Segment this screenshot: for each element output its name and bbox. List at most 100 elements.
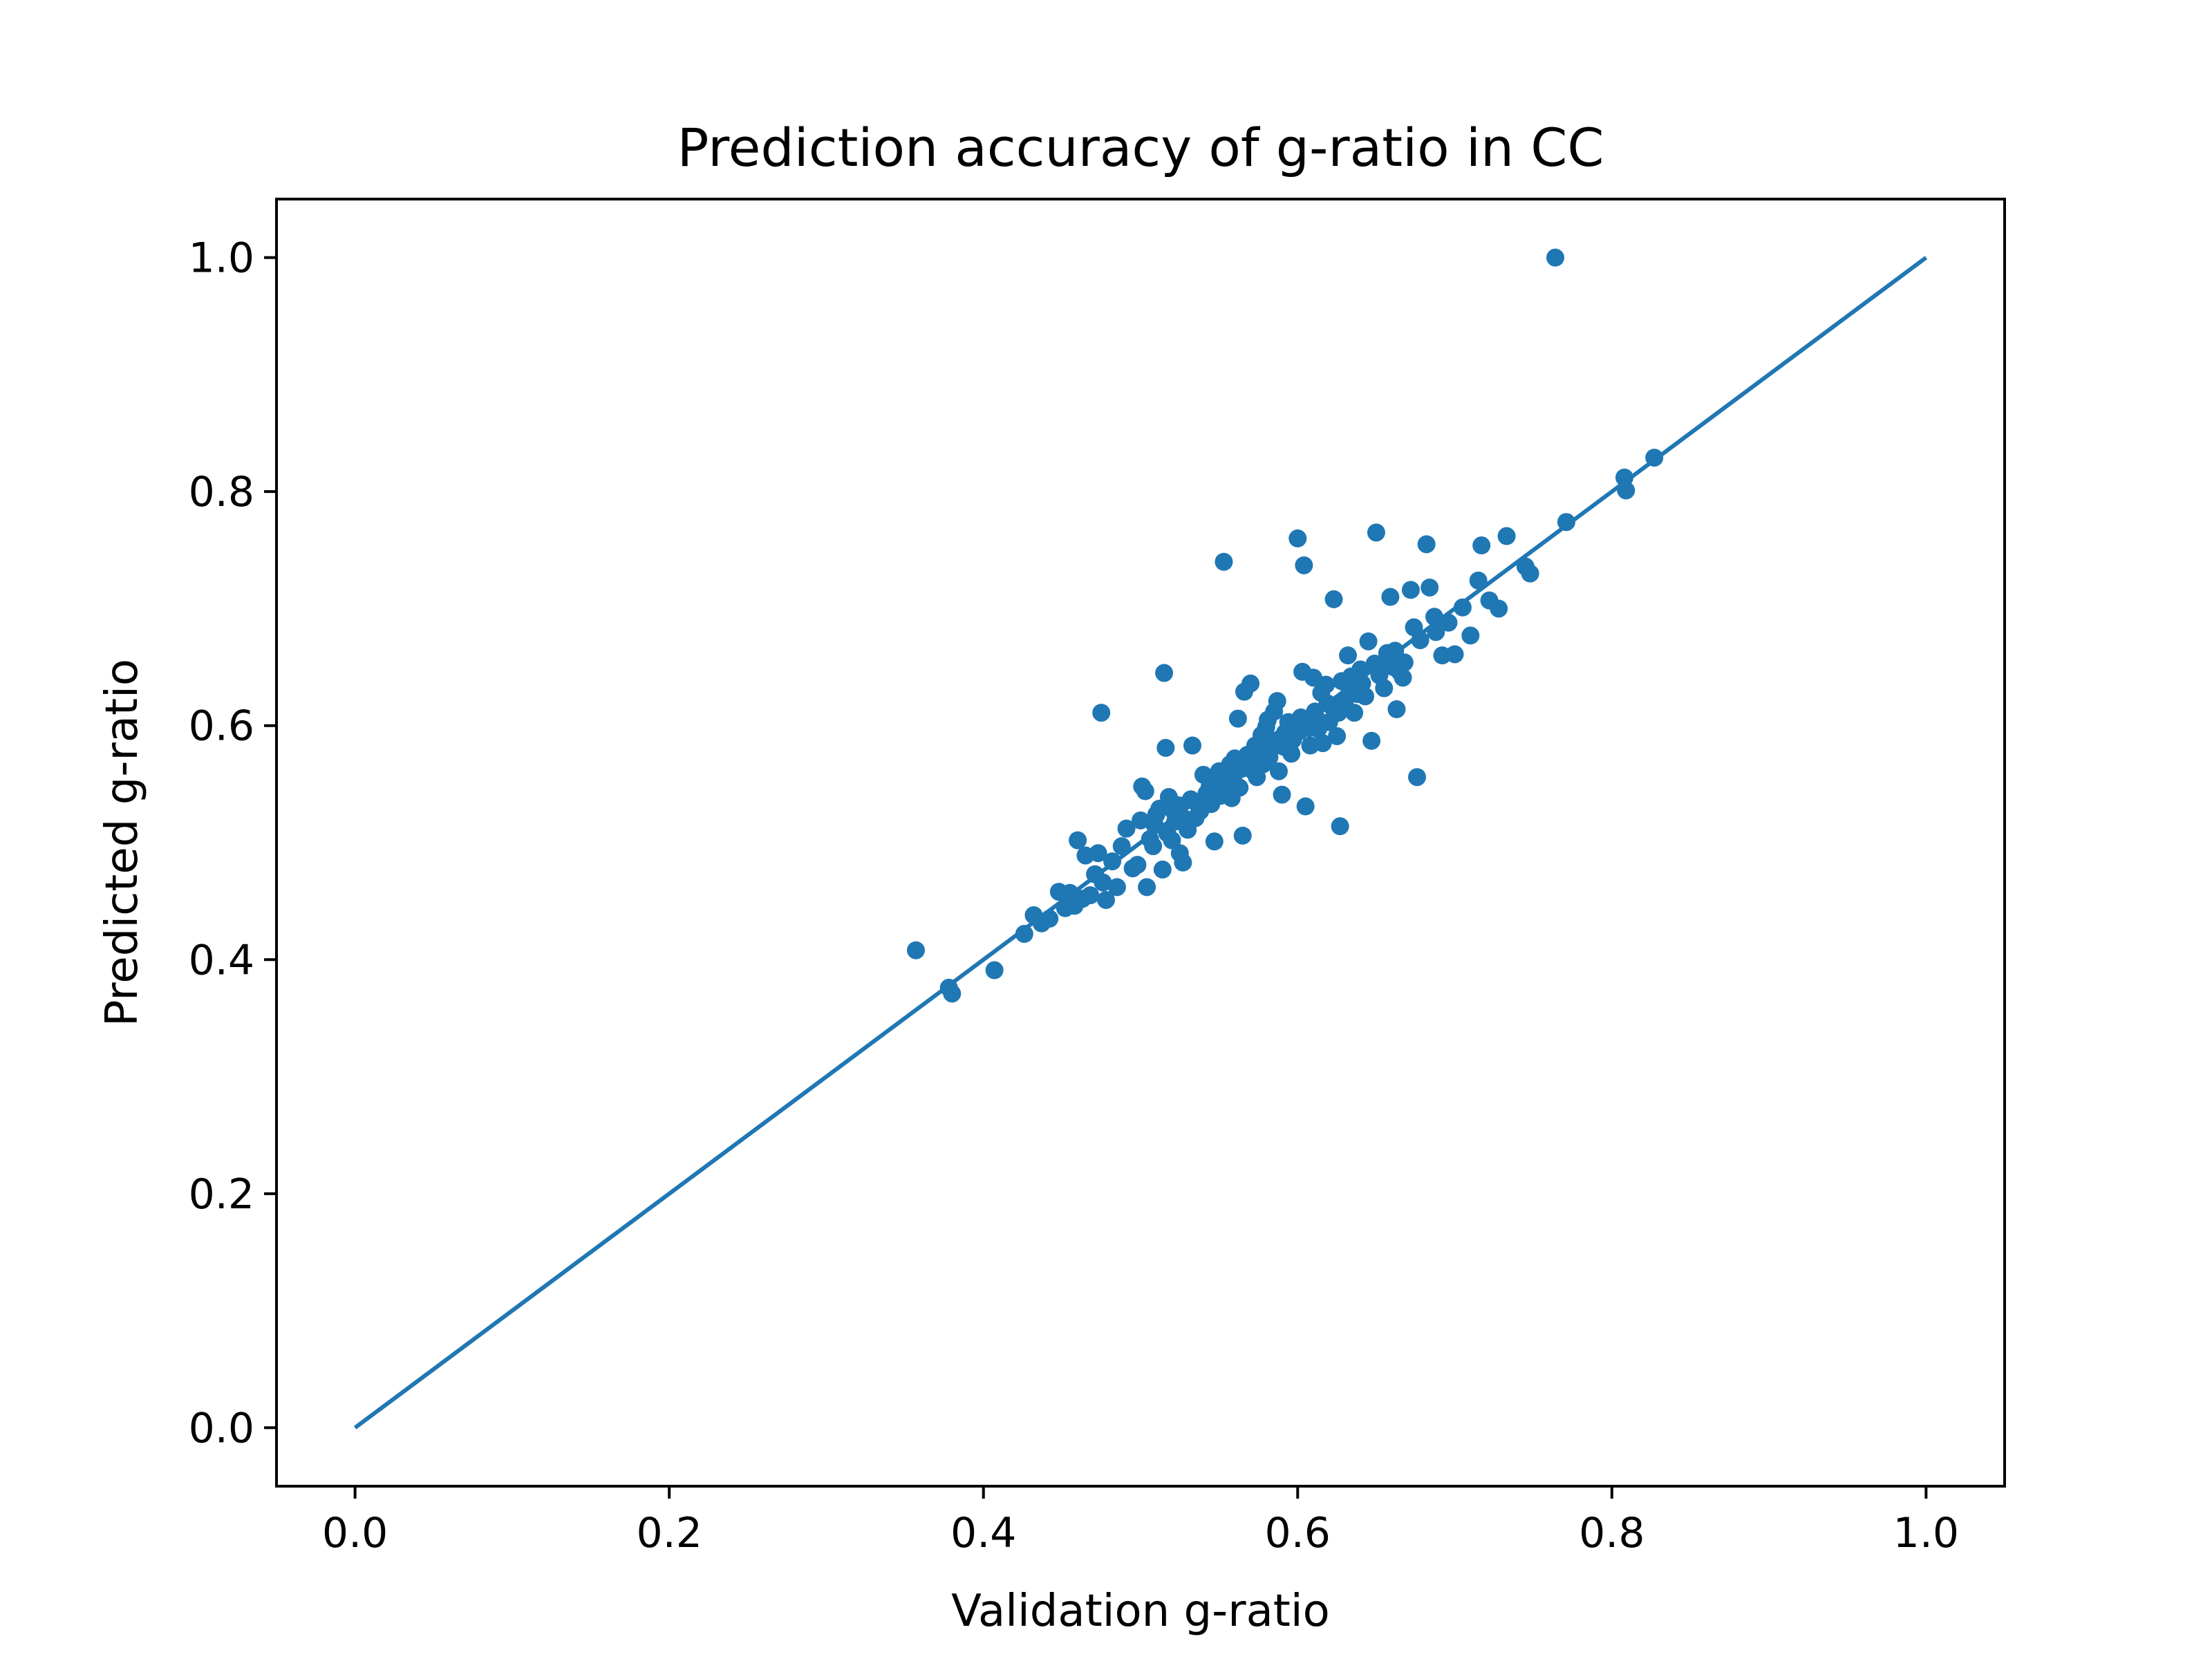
scatter-point [1268, 692, 1286, 711]
scatter-point [1069, 831, 1087, 850]
scatter-point [1092, 704, 1111, 722]
scatter-point [1313, 734, 1332, 753]
scatter-point [1103, 852, 1122, 871]
scatter-point [1351, 660, 1370, 679]
scatter-point [1497, 527, 1516, 545]
scatter-point [1089, 844, 1107, 863]
scatter-point [1081, 886, 1100, 905]
scatter-point [1190, 797, 1208, 816]
scatter-point [1386, 641, 1405, 660]
scatter-point [1228, 709, 1247, 728]
scatter-point [1250, 753, 1269, 771]
scatter-point [1233, 826, 1252, 845]
scatter-point [1324, 590, 1343, 608]
scatter-point [1112, 837, 1131, 856]
scatter-point [1117, 819, 1136, 838]
scatter-point [1015, 925, 1033, 944]
scatter-point [1094, 873, 1112, 892]
plot-area-frame [275, 198, 2006, 1488]
scatter-point [1417, 535, 1436, 554]
scatter-point [1155, 664, 1174, 682]
scatter-point [1183, 736, 1201, 755]
scatter-point [1174, 853, 1192, 872]
y-tick-label: 0.4 [189, 936, 254, 984]
scatter-point [1296, 797, 1315, 816]
scatter-point [1339, 646, 1357, 665]
scatter-point [1273, 785, 1291, 804]
y-tick-label: 0.8 [189, 468, 254, 516]
scatter-point [1138, 878, 1156, 897]
scatter-point [1132, 811, 1150, 830]
scatter-point [1521, 564, 1539, 583]
scatter-point [1136, 782, 1154, 800]
scatter-point [1408, 768, 1426, 787]
identity-line [353, 256, 1928, 1430]
scatter-point [1158, 824, 1177, 843]
scatter-point [1617, 481, 1635, 500]
scatter-point [1645, 449, 1664, 467]
chart-title: Prediction accuracy of g-ratio in CC [677, 117, 1604, 178]
scatter-point [1546, 248, 1564, 267]
x-tick-label: 0.4 [950, 1509, 1016, 1557]
y-tick-label: 0.6 [189, 702, 254, 751]
scatter-point [1241, 674, 1260, 693]
scatter-point [1387, 700, 1406, 719]
scatter-point [1215, 552, 1233, 571]
x-axis-ticks: 0.0 0.2 0.4 0.6 0.8 1.0 [322, 1486, 1959, 1557]
scatter-point [1307, 709, 1326, 728]
scatter-point [1427, 623, 1445, 641]
scatter-point [1490, 599, 1508, 618]
reference-line-layer [353, 256, 1928, 1430]
scatter-point [1439, 613, 1458, 632]
scatter-point [1329, 704, 1348, 722]
scatter-point [1359, 632, 1378, 650]
y-tick-label: 0.2 [189, 1170, 254, 1219]
scatter-point [1381, 588, 1400, 606]
scatter-point [1375, 679, 1394, 697]
scatter-point [1362, 731, 1381, 750]
x-tick-label: 0.8 [1579, 1509, 1644, 1557]
scatter-point [1453, 598, 1472, 617]
scatter-point [1394, 668, 1412, 687]
scatter-point [1177, 810, 1195, 829]
scatter-point [943, 984, 962, 1003]
scatter-point [1328, 727, 1347, 745]
scatter-point [1317, 675, 1335, 694]
scatter-point [1128, 856, 1147, 874]
scatter-point [1445, 645, 1464, 664]
scatter-point [1461, 626, 1480, 645]
scatter-point [1421, 578, 1439, 597]
y-axis-ticks: 0.0 0.2 0.4 0.6 0.8 1.0 [189, 234, 276, 1452]
y-tick-label: 0.0 [189, 1404, 254, 1452]
scatter-point [907, 941, 925, 959]
x-tick-label: 0.0 [322, 1509, 388, 1557]
x-axis-label: Validation g-ratio [951, 1586, 1330, 1637]
scatter-point [1353, 674, 1371, 693]
scatter-point [1557, 513, 1575, 532]
x-tick-label: 0.6 [1265, 1509, 1331, 1557]
scatter-point [1411, 631, 1430, 650]
scatter-point [1367, 523, 1385, 542]
scatter-point [1270, 762, 1288, 780]
scatter-point [1425, 608, 1443, 626]
scatter-point [1205, 832, 1224, 851]
scatter-point [1211, 787, 1230, 805]
scatter-point [1295, 556, 1313, 574]
y-axis-label: Predicted g-ratio [97, 659, 148, 1027]
scatter-point [1469, 571, 1488, 590]
scatter-point [1040, 910, 1059, 928]
scatter-point [1472, 536, 1491, 555]
scatter-point [1144, 837, 1163, 856]
scatter-point [1374, 657, 1391, 675]
scatter-point [1288, 529, 1307, 547]
scatter-point [1107, 878, 1126, 897]
scatter-point [1097, 890, 1115, 909]
y-tick-label: 1.0 [189, 234, 254, 283]
scatter-point [1401, 581, 1420, 599]
scatter-point [1345, 704, 1364, 722]
scatter-point [1156, 738, 1175, 757]
scatter-point [1331, 817, 1349, 836]
scatter-point [1280, 735, 1299, 753]
scatter-point [1153, 860, 1172, 879]
